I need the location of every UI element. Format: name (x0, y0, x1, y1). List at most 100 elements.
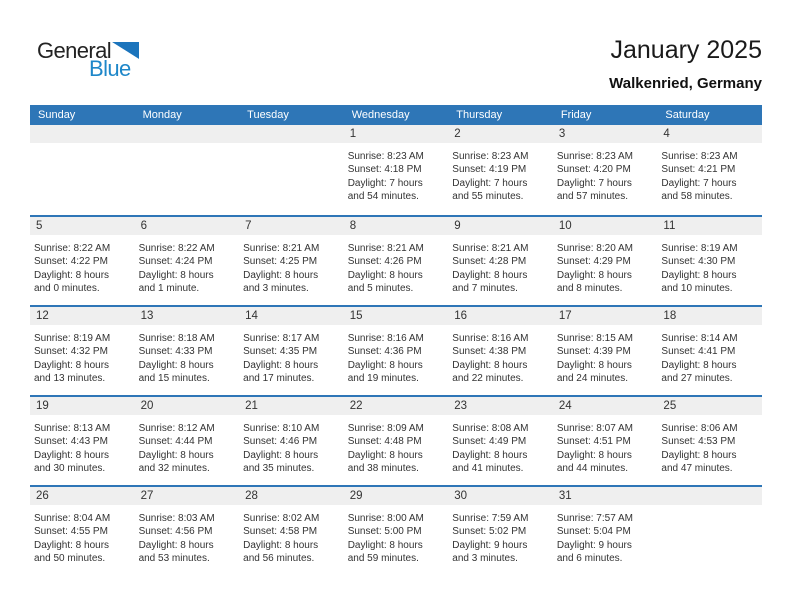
calendar-month-title: January 2025 (610, 36, 762, 64)
sunrise-text: Sunrise: 8:16 AM (452, 333, 529, 344)
sunrise-text: Sunrise: 8:21 AM (452, 243, 529, 254)
day-details: Sunrise: 8:12 AM Sunset: 4:44 PM Daylight:… (135, 415, 240, 476)
sunset-text: Sunset: 4:38 PM (452, 346, 527, 358)
day-cell: 25 Sunrise: 8:06 AM Sunset: 4:53 PM Dayligh… (657, 397, 762, 485)
sunset-text: Sunset: 5:00 PM (347, 526, 422, 538)
calendar-location: Walkenried, Germany (609, 75, 762, 92)
day-number: 8 (343, 217, 449, 235)
sunset-text: Sunset: 4:35 PM (243, 346, 318, 358)
sunset-text: Sunset: 4:43 PM (34, 436, 108, 448)
daylight-text-line1: Daylight: 7 hours (452, 177, 528, 189)
day-cell: 27 Sunrise: 8:03 AM Sunset: 4:56 PM Dayligh… (134, 487, 240, 575)
logo-top-line: General (37, 40, 140, 62)
daylight-text-line2: and 3 minutes. (452, 553, 518, 565)
day-number: 9 (448, 217, 553, 235)
day-cell: 5 Sunrise: 8:22 AM Sunset: 4:22 PM Daylight… (30, 217, 135, 305)
day-cell: 22 Sunrise: 8:09 AM Sunset: 4:48 PM Dayligh… (343, 397, 449, 485)
day-details: Sunrise: 8:09 AM Sunset: 4:48 PM Daylight:… (344, 415, 449, 476)
day-details: Sunrise: 8:16 AM Sunset: 4:38 PM Daylight:… (448, 325, 553, 386)
daylight-text-line1: Daylight: 8 hours (243, 449, 319, 461)
sunrise-text: Sunrise: 8:06 AM (661, 423, 738, 434)
sunrise-text: Sunrise: 8:03 AM (138, 513, 215, 524)
day-number (657, 487, 762, 505)
sunset-text: Sunset: 4:21 PM (661, 164, 736, 176)
daylight-text-line1: Daylight: 8 hours (138, 539, 214, 551)
daylight-text-line2: and 53 minutes. (138, 553, 210, 565)
daylight-text-line1: Daylight: 8 hours (347, 539, 423, 551)
daylight-text-line1: Daylight: 8 hours (243, 539, 319, 551)
week-row: 26 Sunrise: 8:04 AM Sunset: 4:55 PM Dayligh… (30, 485, 762, 575)
daylight-text-line1: Daylight: 8 hours (138, 269, 214, 281)
day-details: Sunrise: 8:18 AM Sunset: 4:33 PM Daylight:… (135, 325, 240, 386)
day-number: 7 (239, 217, 344, 235)
day-details: Sunrise: 8:00 AM Sunset: 5:00 PM Daylight:… (344, 505, 449, 566)
daylight-text-line2: and 7 minutes. (452, 283, 518, 295)
sunrise-text: Sunrise: 8:15 AM (556, 333, 633, 344)
sunrise-text: Sunrise: 8:14 AM (661, 333, 738, 344)
day-details: Sunrise: 8:07 AM Sunset: 4:51 PM Daylight:… (553, 415, 658, 476)
day-number: 17 (552, 307, 658, 325)
day-details: Sunrise: 8:13 AM Sunset: 4:43 PM Daylight:… (30, 415, 135, 476)
day-cell: 21 Sunrise: 8:10 AM Sunset: 4:46 PM Dayligh… (239, 397, 344, 485)
sunset-text: Sunset: 5:04 PM (556, 526, 631, 538)
day-cell: 15 Sunrise: 8:16 AM Sunset: 4:36 PM Dayligh… (343, 307, 449, 395)
daylight-text-line2: and 19 minutes. (347, 373, 419, 385)
day-number: 4 (657, 125, 762, 143)
day-details: Sunrise: 8:23 AM Sunset: 4:21 PM Daylight:… (657, 143, 762, 204)
day-details: Sunrise: 8:23 AM Sunset: 4:19 PM Daylight:… (448, 143, 553, 204)
daylight-text-line2: and 32 minutes. (138, 463, 210, 475)
daylight-text-line1: Daylight: 8 hours (243, 359, 319, 371)
daylight-text-line2: and 3 minutes. (243, 283, 309, 295)
day-details: Sunrise: 8:04 AM Sunset: 4:55 PM Daylight:… (30, 505, 135, 566)
daylight-text-line2: and 35 minutes. (243, 463, 315, 475)
sunrise-text: Sunrise: 8:22 AM (138, 243, 215, 254)
sunrise-text: Sunrise: 8:22 AM (34, 243, 111, 254)
week-row: 19 Sunrise: 8:13 AM Sunset: 4:43 PM Dayligh… (30, 395, 762, 485)
weekday-header-friday: Friday (560, 109, 592, 121)
sunrise-text: Sunrise: 8:16 AM (347, 333, 424, 344)
day-number: 15 (343, 307, 449, 325)
day-cell: 17 Sunrise: 8:15 AM Sunset: 4:39 PM Dayligh… (552, 307, 658, 395)
daylight-text-line1: Daylight: 8 hours (452, 449, 528, 461)
daylight-text-line1: Daylight: 8 hours (34, 359, 110, 371)
empty-day-cell (134, 125, 240, 215)
sunrise-text: Sunrise: 8:12 AM (138, 423, 215, 434)
logo-text-blue: Blue (89, 56, 131, 81)
daylight-text-line1: Daylight: 7 hours (347, 177, 423, 189)
day-number: 19 (30, 397, 135, 415)
sunset-text: Sunset: 4:29 PM (556, 256, 631, 268)
sunrise-text: Sunrise: 8:23 AM (347, 151, 424, 162)
day-number: 14 (239, 307, 344, 325)
week-row: 1 Sunrise: 8:23 AM Sunset: 4:18 PM Daylight… (30, 125, 762, 215)
sunset-text: Sunset: 4:44 PM (138, 436, 213, 448)
sunrise-text: Sunrise: 8:13 AM (34, 423, 111, 434)
sunset-text: Sunset: 4:30 PM (661, 256, 736, 268)
day-cell: 14 Sunrise: 8:17 AM Sunset: 4:35 PM Dayligh… (239, 307, 344, 395)
daylight-text-line2: and 5 minutes. (347, 283, 414, 295)
week-row: 12 Sunrise: 8:19 AM Sunset: 4:32 PM Dayligh… (30, 305, 762, 395)
daylight-text-line1: Daylight: 9 hours (452, 539, 528, 551)
day-cell: 2 Sunrise: 8:23 AM Sunset: 4:19 PM Daylight… (448, 125, 553, 215)
daylight-text-line2: and 0 minutes. (34, 283, 100, 295)
title-block: January 2025 Walkenried, Germany (609, 36, 762, 92)
daylight-text-line2: and 41 minutes. (452, 463, 524, 475)
daylight-text-line2: and 55 minutes. (452, 191, 524, 203)
sunset-text: Sunset: 4:26 PM (347, 256, 422, 268)
day-number: 2 (448, 125, 553, 143)
day-number: 31 (552, 487, 658, 505)
daylight-text-line2: and 15 minutes. (138, 373, 210, 385)
daylight-text-line1: Daylight: 8 hours (347, 269, 423, 281)
daylight-text-line1: Daylight: 8 hours (34, 269, 110, 281)
day-cell: 10 Sunrise: 8:20 AM Sunset: 4:29 PM Dayligh… (552, 217, 658, 305)
sunrise-text: Sunrise: 8:21 AM (243, 243, 320, 254)
sunrise-text: Sunrise: 8:21 AM (347, 243, 424, 254)
daylight-text-line1: Daylight: 8 hours (34, 539, 110, 551)
day-cell: 9 Sunrise: 8:21 AM Sunset: 4:28 PM Daylight… (448, 217, 553, 305)
daylight-text-line2: and 17 minutes. (243, 373, 315, 385)
sunset-text: Sunset: 4:24 PM (138, 256, 213, 268)
daylight-text-line2: and 1 minute. (138, 283, 200, 295)
day-number: 13 (134, 307, 240, 325)
sunset-text: Sunset: 4:58 PM (243, 526, 318, 538)
day-details: Sunrise: 8:19 AM Sunset: 4:30 PM Daylight:… (657, 235, 762, 296)
day-number: 27 (134, 487, 240, 505)
